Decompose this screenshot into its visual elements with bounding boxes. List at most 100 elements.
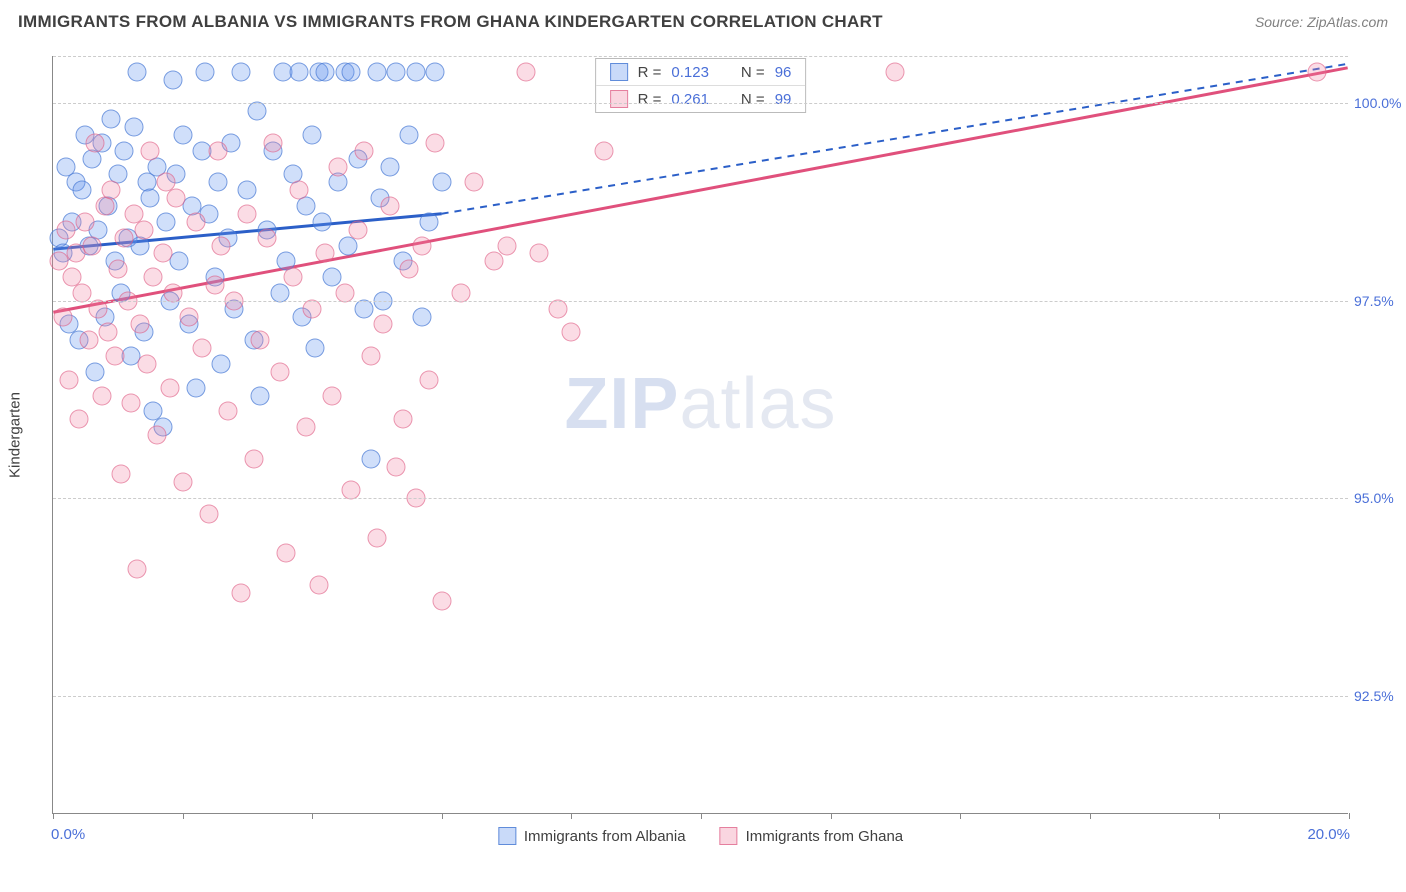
chart-header: IMMIGRANTS FROM ALBANIA VS IMMIGRANTS FR… [0, 0, 1406, 40]
y-tick-label: 95.0% [1354, 490, 1406, 506]
data-point [144, 268, 163, 287]
legend-swatch [498, 827, 516, 845]
data-point [257, 228, 276, 247]
data-point [163, 283, 182, 302]
data-point [108, 260, 127, 279]
data-point [277, 544, 296, 563]
y-tick-label: 97.5% [1354, 293, 1406, 309]
gridline [53, 696, 1348, 697]
stat-r-value: 0.261 [671, 91, 709, 108]
stat-n-value: 99 [775, 91, 792, 108]
data-point [163, 70, 182, 89]
data-point [283, 268, 302, 287]
data-point [316, 244, 335, 263]
data-point [56, 220, 75, 239]
data-point [115, 141, 134, 160]
x-tick [571, 813, 572, 819]
data-point [82, 236, 101, 255]
data-point [530, 244, 549, 263]
data-point [157, 212, 176, 231]
legend-label: Immigrants from Ghana [746, 828, 904, 845]
data-point [270, 362, 289, 381]
legend-item: Immigrants from Albania [498, 827, 686, 845]
data-point [154, 244, 173, 263]
data-point [419, 212, 438, 231]
data-point [137, 354, 156, 373]
data-point [86, 362, 105, 381]
data-point [73, 181, 92, 200]
y-tick-label: 100.0% [1354, 95, 1406, 111]
x-tick [960, 813, 961, 819]
data-point [322, 386, 341, 405]
data-point [290, 181, 309, 200]
data-point [206, 275, 225, 294]
data-point [128, 62, 147, 81]
data-point [465, 173, 484, 192]
scatter-chart: Kindergarten ZIPatlas R = 0.123N = 96R =… [52, 56, 1348, 814]
x-tick [442, 813, 443, 819]
data-point [244, 449, 263, 468]
plot-area [53, 56, 1348, 813]
data-point [400, 260, 419, 279]
data-point [335, 283, 354, 302]
source-label: Source: ZipAtlas.com [1255, 14, 1388, 30]
data-point [549, 299, 568, 318]
data-point [413, 236, 432, 255]
data-point [387, 62, 406, 81]
legend-item: Immigrants from Ghana [720, 827, 904, 845]
data-point [562, 323, 581, 342]
data-point [92, 386, 111, 405]
data-point [406, 62, 425, 81]
data-point [173, 125, 192, 144]
stat-n-label: N = [741, 64, 765, 81]
data-point [170, 252, 189, 271]
x-tick [1090, 813, 1091, 819]
data-point [419, 370, 438, 389]
data-point [342, 481, 361, 500]
data-point [186, 212, 205, 231]
data-point [348, 220, 367, 239]
bottom-legend: Immigrants from Albania Immigrants from G… [498, 827, 903, 845]
data-point [173, 473, 192, 492]
data-point [296, 418, 315, 437]
data-point [432, 173, 451, 192]
data-point [131, 315, 150, 334]
x-tick [312, 813, 313, 819]
data-point [238, 204, 257, 223]
x-tick [1349, 813, 1350, 819]
legend-swatch [610, 90, 628, 108]
data-point [199, 504, 218, 523]
data-point [141, 189, 160, 208]
data-point [426, 62, 445, 81]
x-axis-min-label: 0.0% [51, 826, 85, 843]
data-point [102, 181, 121, 200]
data-point [209, 173, 228, 192]
data-point [303, 299, 322, 318]
data-point [212, 236, 231, 255]
gridline [53, 103, 1348, 104]
gridline [53, 498, 1348, 499]
data-point [76, 212, 95, 231]
data-point [432, 591, 451, 610]
data-point [231, 583, 250, 602]
legend-label: Immigrants from Albania [524, 828, 686, 845]
x-tick [183, 813, 184, 819]
data-point [413, 307, 432, 326]
data-point [141, 141, 160, 160]
data-point [484, 252, 503, 271]
data-point [251, 331, 270, 350]
data-point [374, 315, 393, 334]
data-point [105, 347, 124, 366]
x-axis-max-label: 20.0% [1307, 826, 1350, 843]
gridline [53, 56, 1348, 57]
y-tick-label: 92.5% [1354, 688, 1406, 704]
stat-r-label: R = [638, 91, 662, 108]
data-point [212, 354, 231, 373]
data-point [186, 378, 205, 397]
data-point [134, 220, 153, 239]
data-point [355, 141, 374, 160]
data-point [69, 410, 88, 429]
data-point [196, 62, 215, 81]
data-point [517, 62, 536, 81]
gridline [53, 301, 1348, 302]
